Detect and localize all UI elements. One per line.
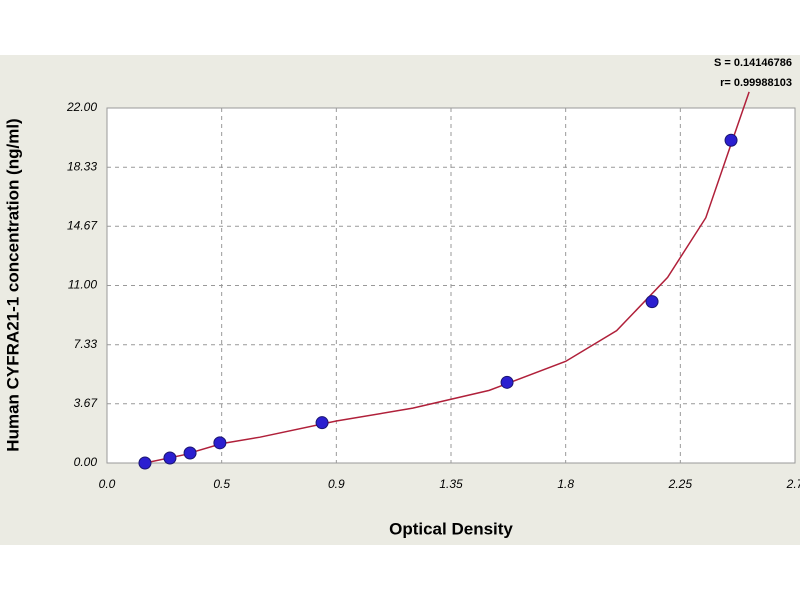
data-point bbox=[213, 436, 227, 450]
x-tick-label: 0.0 bbox=[99, 477, 116, 491]
y-axis-label: Human CYFRA21-1 concentration (ng/ml) bbox=[3, 118, 22, 451]
annotation: S = 0.14146786 bbox=[714, 57, 792, 69]
y-tick-label: 7.33 bbox=[74, 337, 98, 351]
y-tick-label: 3.67 bbox=[74, 396, 99, 410]
data-point bbox=[183, 446, 197, 460]
data-point bbox=[315, 416, 329, 430]
x-tick-label: 2.7 bbox=[786, 477, 800, 491]
data-point bbox=[724, 133, 738, 147]
y-tick-label: 0.00 bbox=[74, 455, 98, 469]
x-tick-label: 2.25 bbox=[668, 477, 693, 491]
y-tick-label: 22.00 bbox=[66, 100, 97, 114]
data-point bbox=[138, 456, 152, 470]
data-point bbox=[645, 295, 659, 309]
data-point bbox=[163, 451, 177, 465]
y-tick-label: 18.33 bbox=[67, 159, 97, 173]
x-tick-label: 0.9 bbox=[328, 477, 345, 491]
x-tick-label: 1.35 bbox=[439, 477, 463, 491]
y-tick-label: 11.00 bbox=[68, 278, 97, 292]
x-axis-label: Optical Density bbox=[389, 519, 513, 538]
data-point bbox=[500, 375, 514, 389]
annotation: r= 0.99988103 bbox=[720, 77, 792, 89]
x-tick-label: 1.8 bbox=[557, 477, 574, 491]
x-tick-label: 0.5 bbox=[213, 477, 230, 491]
y-tick-label: 14.67 bbox=[67, 218, 98, 232]
